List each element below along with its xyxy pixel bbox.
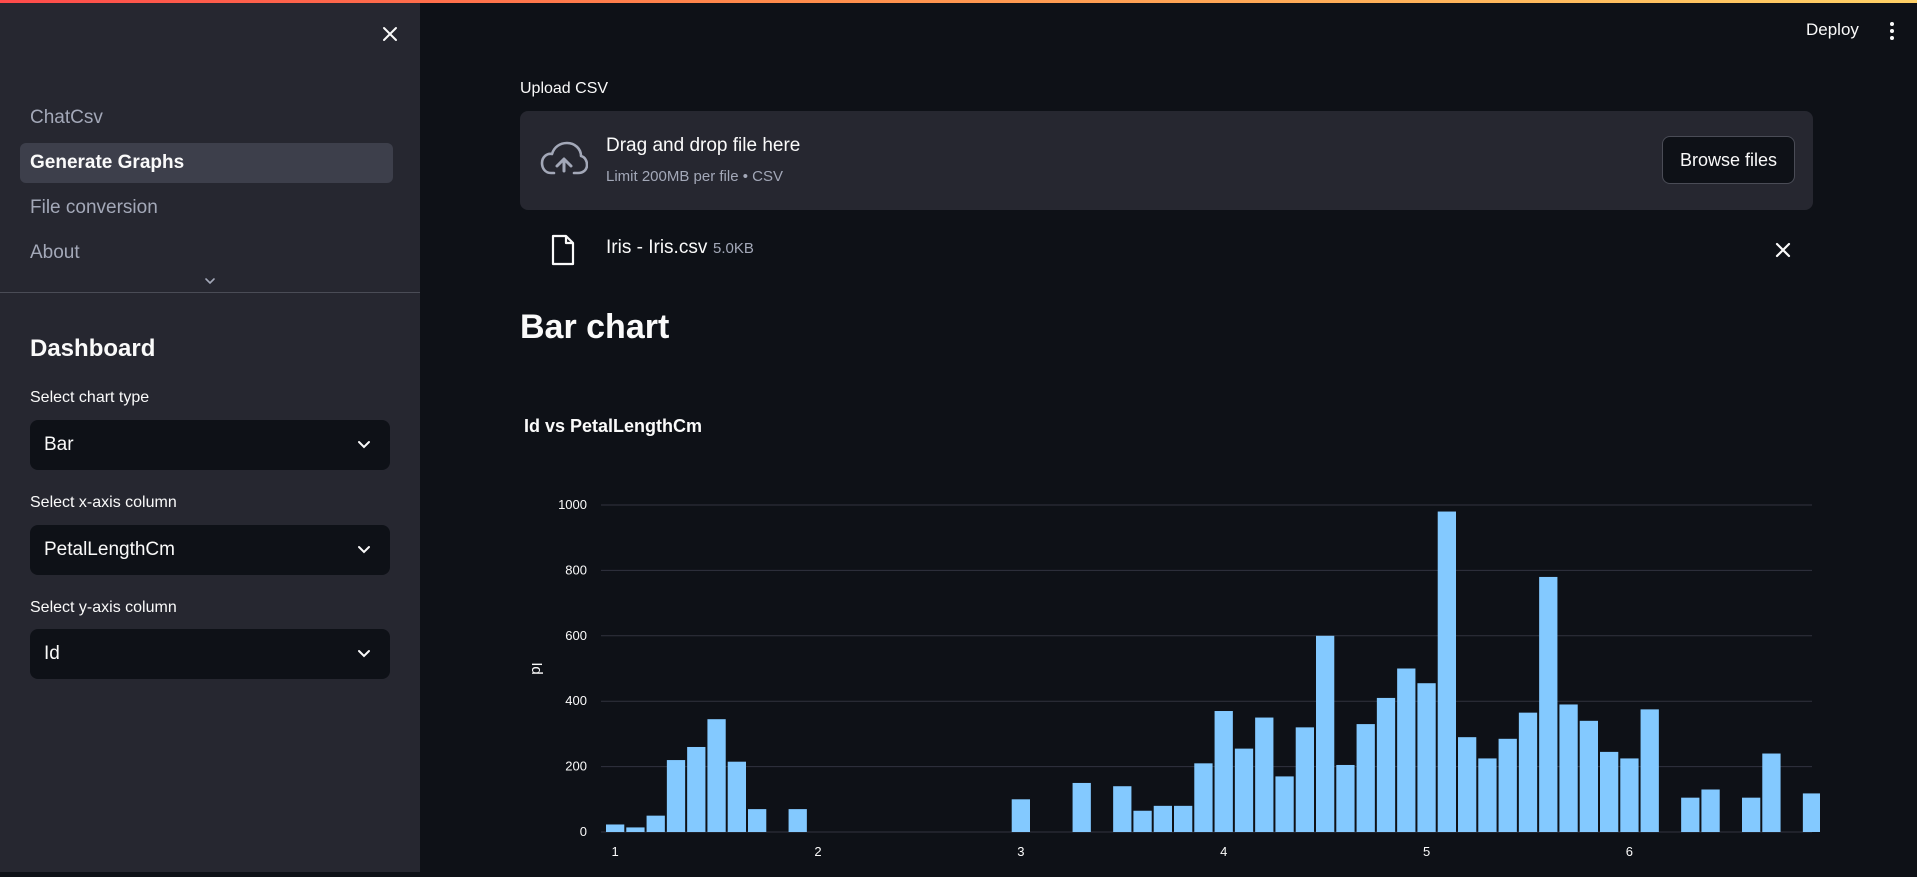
y-axis-title: Id — [528, 662, 545, 675]
x-tick-label: 1 — [612, 844, 619, 859]
y-axis-select[interactable]: Id — [30, 629, 390, 679]
dashboard-title: Dashboard — [30, 335, 156, 362]
remove-file-close-icon[interactable] — [1772, 239, 1794, 261]
bar — [626, 827, 645, 832]
y-tick-label: 1000 — [558, 497, 587, 512]
sidebar-nav: ChatCsv Generate Graphs File conversion … — [20, 98, 393, 278]
bar — [1742, 797, 1761, 832]
deploy-button[interactable]: Deploy — [1806, 20, 1859, 39]
y-tick-label: 400 — [565, 693, 587, 708]
bar — [1417, 683, 1436, 832]
uploaded-file-size: 5.0KB — [713, 240, 754, 257]
close-icon — [383, 27, 397, 41]
bar — [1153, 805, 1172, 832]
x-tick-label: 4 — [1220, 844, 1227, 859]
sidebar: ChatCsv Generate Graphs File conversion … — [0, 0, 420, 872]
uploaded-file-row: Iris - Iris.csv 5.0KB — [520, 230, 1813, 270]
bar — [1539, 576, 1558, 832]
y-tick-label: 600 — [565, 628, 587, 643]
bar — [1458, 737, 1477, 832]
bar — [666, 760, 686, 832]
bar — [1113, 786, 1132, 832]
kebab-menu-icon[interactable] — [1884, 20, 1900, 42]
y-tick-label: 0 — [580, 824, 587, 839]
x-axis-select[interactable]: PetalLengthCm — [30, 525, 390, 575]
bar — [1397, 668, 1416, 832]
nav-item-chatcsv[interactable]: ChatCsv — [30, 107, 103, 128]
dropzone-limit: Limit 200MB per file • CSV — [606, 168, 783, 185]
nav-item-file-conversion[interactable]: File conversion — [30, 197, 158, 218]
bar — [646, 815, 665, 832]
bar — [1762, 753, 1781, 832]
chart-svg: Id vs PetalLengthCm 0 200 400 600 800 1000 Id 1 2… — [524, 416, 1822, 859]
bar — [727, 761, 746, 832]
x-tick-label: 5 — [1423, 844, 1430, 859]
x-tick-label: 6 — [1626, 844, 1633, 859]
y-tick-label: 800 — [565, 562, 587, 577]
upload-label: Upload CSV — [520, 80, 609, 97]
chart-title: Id vs PetalLengthCm — [524, 416, 702, 436]
sidebar-divider — [0, 292, 420, 293]
chevron-down-icon — [358, 650, 370, 658]
bar — [1518, 712, 1538, 832]
bar — [1600, 751, 1619, 832]
bar — [1295, 727, 1314, 832]
bar — [1275, 776, 1294, 832]
bar — [1011, 799, 1030, 832]
x-tick-label: 3 — [1017, 844, 1024, 859]
bar — [687, 746, 706, 832]
sidebar-close-button[interactable] — [374, 18, 406, 50]
top-decoration-bar — [0, 0, 1917, 3]
bar — [1437, 511, 1456, 832]
bar — [1174, 805, 1193, 832]
chevron-down-icon — [358, 441, 370, 449]
page-title: Bar chart — [520, 308, 670, 346]
bar — [1579, 720, 1598, 832]
bar — [1681, 797, 1700, 832]
y-axis-label: Select y-axis column — [30, 599, 177, 616]
bar — [1802, 793, 1822, 832]
bar — [1701, 789, 1720, 832]
chart-type-value: Bar — [44, 434, 74, 455]
dropzone-title: Drag and drop file here — [606, 135, 801, 156]
uploaded-file-name: Iris - Iris.csv — [606, 237, 708, 258]
cloud-upload-icon — [540, 141, 588, 175]
x-axis-value: PetalLengthCm — [44, 539, 175, 560]
nav-expand-chevron-icon[interactable] — [202, 274, 218, 288]
file-icon — [551, 234, 575, 266]
x-tick-label: 2 — [814, 844, 821, 859]
bar — [1255, 717, 1274, 832]
bar — [1214, 711, 1233, 832]
bar — [748, 809, 767, 832]
bar — [1133, 810, 1152, 832]
bar — [1376, 697, 1396, 832]
bar — [1478, 758, 1497, 832]
bar — [707, 719, 726, 832]
bar — [1336, 764, 1355, 832]
y-tick-label: 200 — [565, 759, 587, 774]
bar — [1316, 635, 1335, 832]
bar-chart: Id vs PetalLengthCm 0 200 400 600 800 1000 Id 1 2… — [520, 400, 1822, 872]
x-axis-label: Select x-axis column — [30, 494, 177, 511]
bar — [606, 824, 625, 832]
bar — [1356, 724, 1375, 832]
chevron-down-icon — [358, 546, 370, 554]
bar — [1072, 782, 1091, 832]
bar — [1559, 704, 1578, 832]
bar — [1640, 709, 1659, 832]
bar — [1498, 738, 1517, 832]
bar — [1234, 748, 1254, 832]
file-dropzone[interactable]: Drag and drop file here Limit 200MB per … — [520, 111, 1813, 210]
bar — [1620, 758, 1639, 832]
y-axis-value: Id — [44, 643, 60, 664]
browse-files-button[interactable]: Browse files — [1662, 136, 1795, 184]
chart-type-select[interactable]: Bar — [30, 420, 390, 470]
nav-item-generate-graphs[interactable]: Generate Graphs — [20, 143, 393, 183]
chart-type-label: Select chart type — [30, 389, 150, 406]
bar — [1194, 763, 1213, 832]
bar — [788, 809, 807, 832]
nav-item-about[interactable]: About — [30, 242, 80, 263]
